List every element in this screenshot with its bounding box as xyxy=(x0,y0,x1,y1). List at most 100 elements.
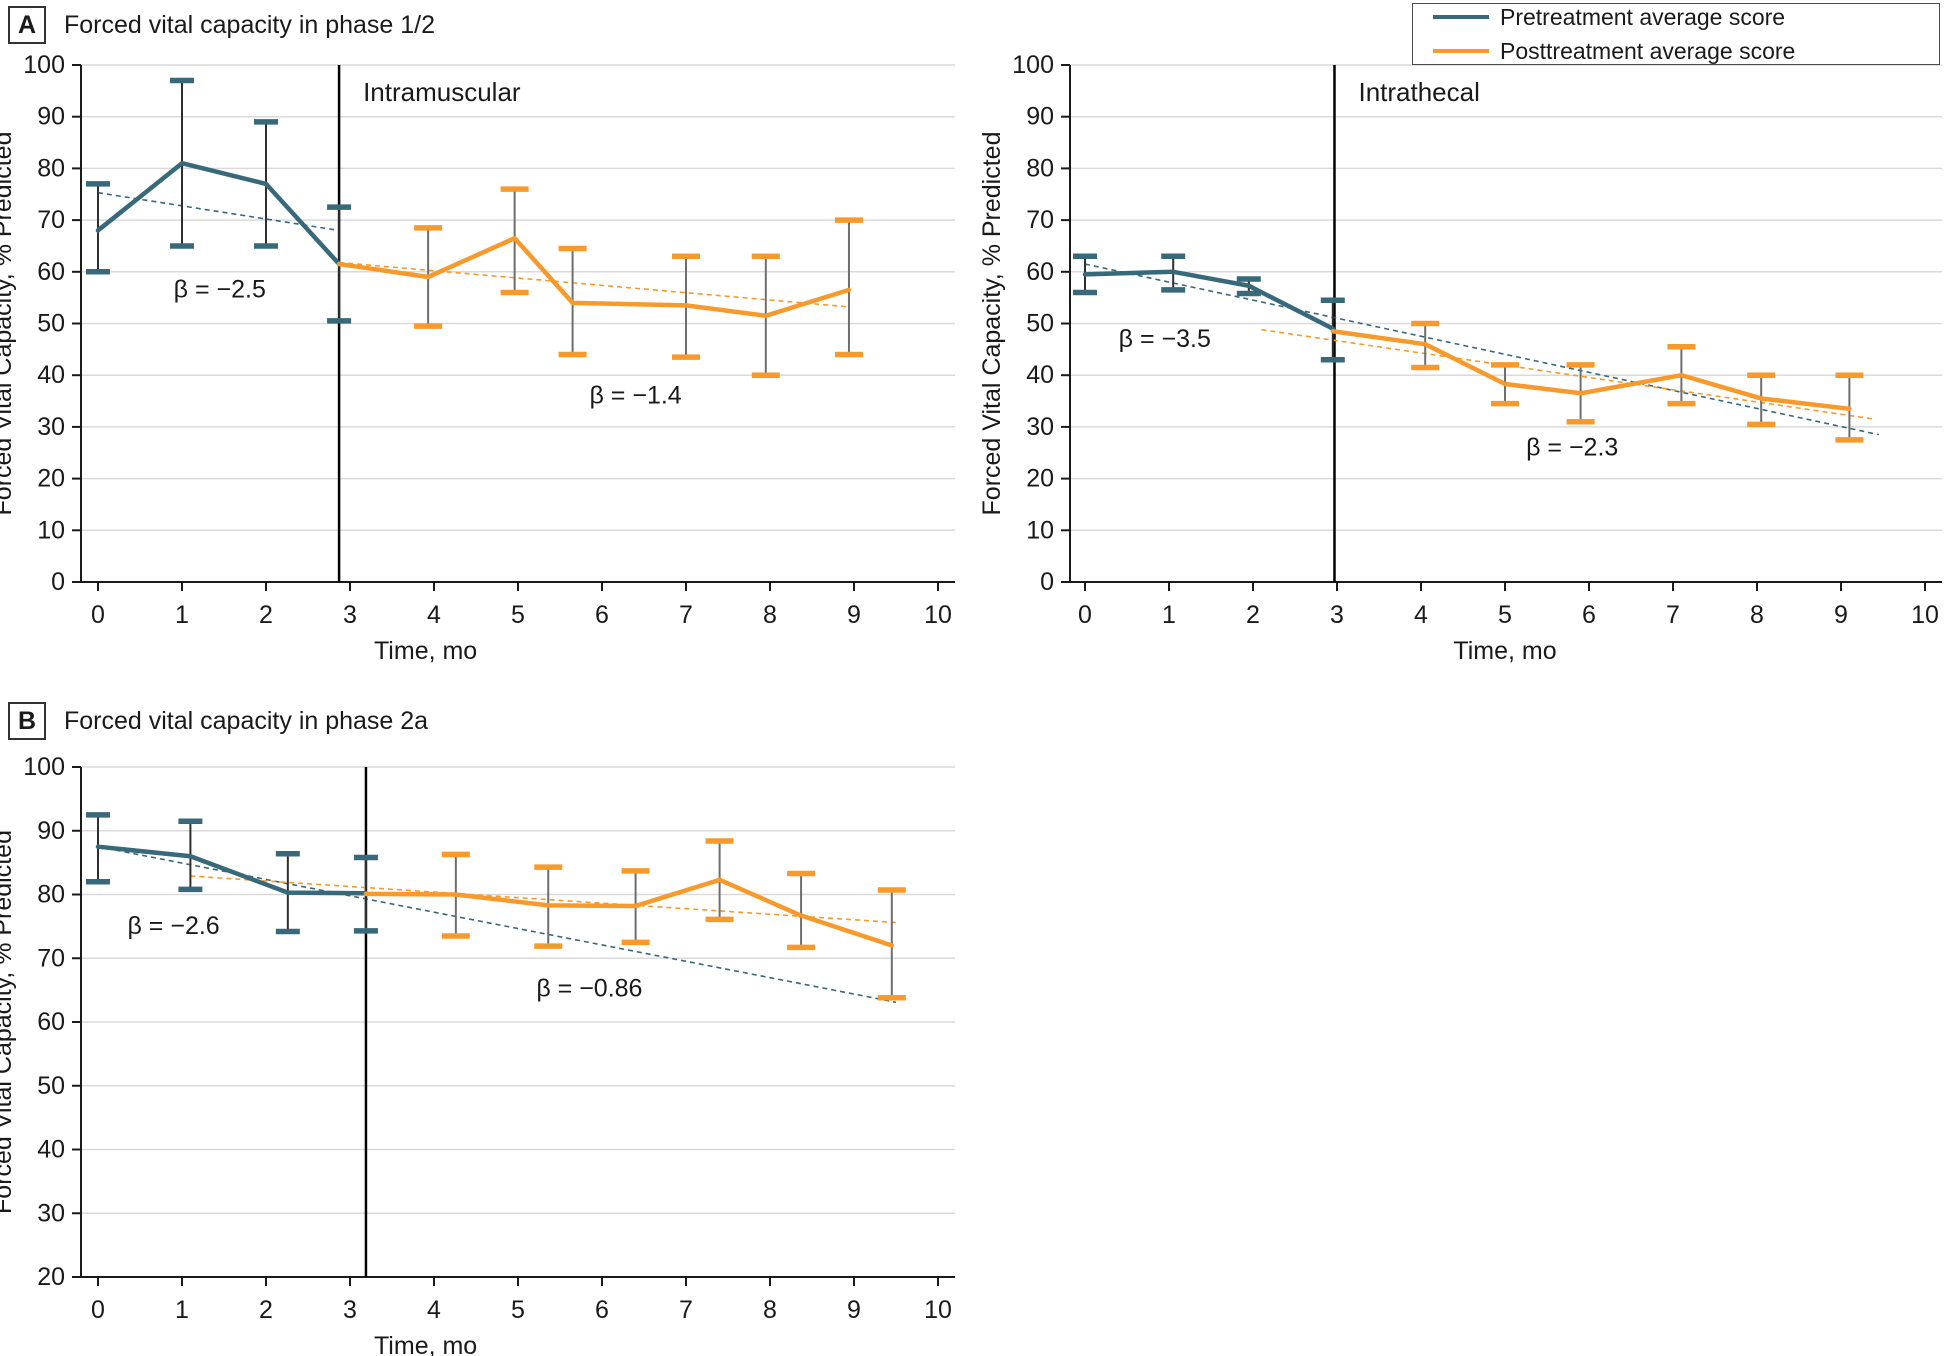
y-tick-label: 50 xyxy=(1026,310,1054,338)
posttreatment-line xyxy=(363,877,895,948)
x-tick-label: 4 xyxy=(427,601,441,629)
axes: 20 30 40 50 60 70 80 90 100 0 1 2 3 4 5 6 7 8 9 10 Time, mo F… xyxy=(0,753,955,1356)
beta-annotation: β = −0.86 xyxy=(536,975,642,1003)
posttreatment-trendline xyxy=(1261,328,1875,420)
legend-label: Pretreatment average score xyxy=(1500,3,1786,30)
posttreatment-trendline xyxy=(190,875,897,924)
x-axis-title: Time, mo xyxy=(374,637,477,665)
y-tick-label: 10 xyxy=(1026,516,1054,544)
y-tick-label: 0 xyxy=(1040,568,1054,596)
y-tick-label: 90 xyxy=(1026,103,1054,131)
y-tick-label: 30 xyxy=(37,413,65,441)
y-tick-label: 10 xyxy=(37,516,65,544)
x-tick-label: 7 xyxy=(1666,601,1680,629)
pretreatment-trendline xyxy=(1084,263,1879,436)
x-tick-label: 8 xyxy=(763,601,777,629)
legend-item-posttreatment: Posttreatment average score xyxy=(1413,38,1939,65)
gridlines xyxy=(1070,64,1942,583)
x-tick-label: 5 xyxy=(1498,601,1512,629)
y-tick-label: 70 xyxy=(1026,206,1054,234)
y-tick-label: 0 xyxy=(51,568,65,596)
panel-a-header: A Forced vital capacity in phase 1/2 xyxy=(8,6,435,44)
y-tick-label: 60 xyxy=(1026,258,1054,286)
x-tick-label: 0 xyxy=(91,601,105,629)
beta-annotation: β = −1.4 xyxy=(589,382,681,410)
y-tick-label: 20 xyxy=(37,1263,65,1291)
y-axis-title: Forced Vital Capacity, % Predicted xyxy=(978,132,1006,516)
posttreatment-error-bars xyxy=(1411,320,1864,443)
pretreatment-line xyxy=(1082,269,1336,331)
gridlines xyxy=(81,64,955,583)
x-tick-label: 8 xyxy=(763,1296,777,1324)
trendlines xyxy=(1084,263,1879,436)
y-tick-label: 40 xyxy=(37,361,65,389)
x-tick-label: 10 xyxy=(924,601,952,629)
beta-annotation: β = −2.6 xyxy=(127,912,219,940)
x-tick-label: 0 xyxy=(1078,601,1092,629)
chart-intrathecal: 0 10 20 30 40 50 60 70 80 90 100 0 1 2 3 4 5 6 7 8 9 10 Time, … xyxy=(978,51,1942,665)
y-tick-label: 100 xyxy=(1012,51,1054,79)
x-tick-label: 5 xyxy=(511,601,525,629)
y-tick-label: 80 xyxy=(37,154,65,182)
x-tick-label: 8 xyxy=(1750,601,1764,629)
y-tick-label: 90 xyxy=(37,103,65,131)
y-tick-label: 20 xyxy=(1026,465,1054,493)
legend-label: Posttreatment average score xyxy=(1500,37,1796,64)
x-tick-label: 1 xyxy=(175,601,189,629)
chart-phase-2a: 20 30 40 50 60 70 80 90 100 0 1 2 3 4 5 6 7 8 9 10 Time, mo F… xyxy=(0,753,955,1356)
chart-intramuscular: 0 10 20 30 40 50 60 70 80 90 100 0 1 2 3 4 5 6 7 8 9 10 Time, … xyxy=(0,51,955,665)
x-tick-label: 9 xyxy=(847,601,861,629)
x-tick-label: 3 xyxy=(343,601,357,629)
plot-inner-label: Intramuscular xyxy=(363,77,521,107)
y-tick-label: 70 xyxy=(37,206,65,234)
y-tick-label: 80 xyxy=(37,881,65,909)
x-tick-label: 3 xyxy=(343,1296,357,1324)
x-tick-label: 0 xyxy=(91,1296,105,1324)
y-tick-label: 40 xyxy=(37,1136,65,1164)
y-tick-label: 40 xyxy=(1026,361,1054,389)
panel-b-title: Forced vital capacity in phase 2a xyxy=(64,706,429,735)
posttreatment-line-swatch xyxy=(1433,49,1489,53)
x-axis-title: Time, mo xyxy=(1453,637,1556,665)
pretreatment-line xyxy=(95,844,369,896)
legend-item-pretreatment: Pretreatment average score xyxy=(1413,4,1939,31)
x-tick-label: 4 xyxy=(427,1296,441,1324)
y-tick-label: 100 xyxy=(23,51,65,79)
posttreatment-trendline xyxy=(339,261,850,308)
gridlines xyxy=(81,766,955,1278)
y-tick-label: 30 xyxy=(1026,413,1054,441)
panel-b-header: B Forced vital capacity in phase 2a xyxy=(8,702,428,740)
x-tick-label: 1 xyxy=(175,1296,189,1324)
axes: 0 10 20 30 40 50 60 70 80 90 100 0 1 2 3 4 5 6 7 8 9 10 Time, … xyxy=(978,51,1942,665)
pretreatment-line xyxy=(95,160,342,267)
y-tick-label: 80 xyxy=(1026,154,1054,182)
y-tick-label: 100 xyxy=(23,753,65,781)
y-tick-label: 50 xyxy=(37,1072,65,1100)
x-axis-title: Time, mo xyxy=(374,1332,477,1356)
beta-annotation: β = −3.5 xyxy=(1119,325,1211,353)
x-tick-label: 2 xyxy=(1246,601,1260,629)
x-tick-label: 6 xyxy=(595,1296,609,1324)
x-tick-label: 2 xyxy=(259,601,273,629)
x-tick-label: 10 xyxy=(924,1296,952,1324)
legend: Pretreatment average score Posttreatment… xyxy=(1412,3,1940,65)
x-tick-label: 3 xyxy=(1330,601,1344,629)
y-tick-label: 90 xyxy=(37,817,65,845)
x-tick-label: 9 xyxy=(1834,601,1848,629)
plot-inner-label: Intrathecal xyxy=(1358,77,1479,107)
y-tick-label: 30 xyxy=(37,1199,65,1227)
x-tick-label: 5 xyxy=(511,1296,525,1324)
panel-a-letter: A xyxy=(8,6,46,44)
y-tick-label: 50 xyxy=(37,310,65,338)
beta-annotation: β = −2.3 xyxy=(1526,433,1618,461)
y-axis-title: Forced Vital Capacity, % Predicted xyxy=(0,830,17,1214)
x-tick-label: 2 xyxy=(259,1296,273,1324)
y-tick-label: 60 xyxy=(37,1008,65,1036)
y-axis-title: Forced Vital Capacity, % Predicted xyxy=(0,132,17,516)
y-tick-label: 60 xyxy=(37,258,65,286)
axes: 0 10 20 30 40 50 60 70 80 90 100 0 1 2 3 4 5 6 7 8 9 10 Time, … xyxy=(0,51,955,665)
panel-b-letter: B xyxy=(8,702,46,740)
posttreatment-error-bars xyxy=(414,186,863,378)
panel-a-title: Forced vital capacity in phase 1/2 xyxy=(64,10,436,39)
